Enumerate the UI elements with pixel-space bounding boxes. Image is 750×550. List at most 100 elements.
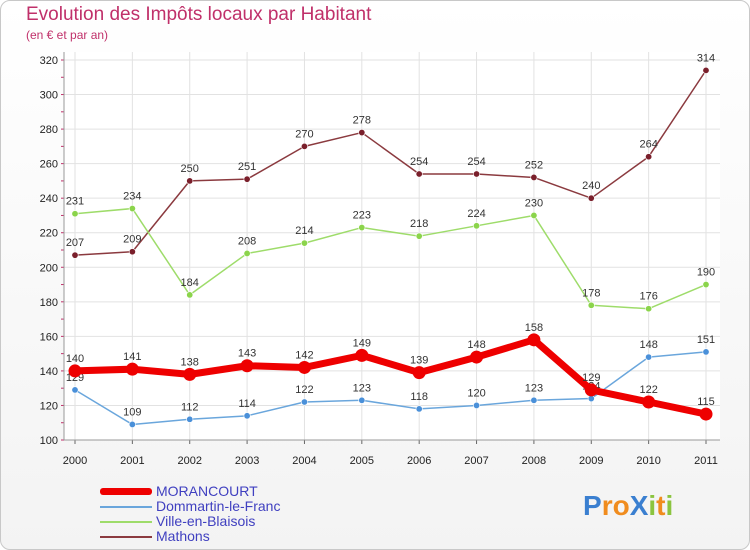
data-point-morancourt [355,348,369,362]
data-point-morancourt [642,395,656,409]
data-label-mathons: 251 [238,161,256,173]
data-label-ville-en-blaisois: 214 [295,225,313,237]
data-point-ville-en-blaisois [358,224,366,232]
data-point-dommartin-le-franc [358,396,366,404]
data-label-ville-en-blaisois: 178 [582,287,600,299]
data-point-dommartin-le-franc [473,401,481,409]
data-label-dommartin-le-franc: 120 [467,387,485,399]
series-line-morancourt [71,336,710,418]
legend-label-morancourt: MORANCOURT [156,483,258,499]
data-label-morancourt: 140 [66,353,84,365]
data-label-dommartin-le-franc: 123 [353,382,371,394]
data-point-morancourt [527,333,541,347]
data-point-dommartin-le-franc [645,353,653,361]
data-point-ville-en-blaisois [415,232,423,240]
data-label-morancourt: 129 [582,372,600,384]
data-label-ville-en-blaisois: 176 [639,291,657,303]
data-point-ville-en-blaisois [128,205,136,213]
data-label-ville-en-blaisois: 184 [181,277,199,289]
data-point-dommartin-le-franc [530,396,538,404]
logo-letter: i [665,490,674,521]
y-tick-label: 280 [40,124,58,136]
data-point-morancourt [297,360,311,374]
legend-label-ville-en-blaisois: Ville-en-Blaisois [156,513,256,529]
data-point-mathons [702,66,710,74]
data-label-dommartin-le-franc: 109 [123,406,141,418]
data-point-dommartin-le-franc [702,348,710,356]
data-point-ville-en-blaisois [645,305,653,313]
data-point-ville-en-blaisois [473,222,481,230]
plot-area [64,52,720,440]
data-label-ville-en-blaisois: 223 [353,210,371,222]
y-tick-label: 160 [40,331,58,343]
data-point-dommartin-le-franc [300,398,308,406]
data-label-ville-en-blaisois: 190 [697,267,715,279]
x-tick-label: 2007 [464,455,488,467]
data-point-morancourt [412,366,426,380]
data-label-dommartin-le-franc: 151 [697,334,715,346]
data-label-mathons: 252 [525,159,543,171]
data-point-mathons [186,177,194,185]
y-tick-label: 200 [40,262,58,274]
data-point-mathons [530,173,538,181]
data-point-morancourt [584,383,598,397]
data-point-mathons [243,175,251,183]
data-label-dommartin-le-franc: 123 [525,382,543,394]
data-point-ville-en-blaisois [186,291,194,299]
data-point-mathons [300,142,308,150]
proxiti-logo: ProXiti [583,490,673,522]
legend-label-mathons: Mathons [156,528,210,544]
legend-swatch-ville-en-blaisois [100,521,152,523]
data-point-mathons [645,153,653,161]
data-label-mathons: 254 [467,156,485,168]
data-point-ville-en-blaisois [71,210,79,218]
data-point-morancourt [240,359,254,373]
data-point-dommartin-le-franc [71,386,79,394]
y-tick-label: 180 [40,297,58,309]
data-label-mathons: 207 [66,237,84,249]
data-label-ville-en-blaisois: 224 [467,208,485,220]
series-line-mathons [74,69,707,256]
data-point-morancourt [68,364,82,378]
data-point-ville-en-blaisois [702,281,710,289]
logo-letter: i [648,490,657,521]
chart-title: Evolution des Impôts locaux par Habitant [26,4,372,25]
logo-letter: t [656,490,666,521]
logo-letter: o [612,490,630,521]
chart-subtitle: (en € et par an) [26,28,109,42]
legend-swatch-morancourt [100,488,152,495]
data-label-dommartin-le-franc: 112 [181,401,199,413]
data-label-morancourt: 141 [123,351,141,363]
data-label-mathons: 209 [123,234,141,246]
data-label-dommartin-le-franc: 122 [295,384,313,396]
data-label-morancourt: 138 [181,356,199,368]
data-label-mathons: 264 [639,139,657,151]
data-label-morancourt: 139 [410,355,428,367]
x-tick-label: 2002 [177,455,201,467]
data-label-mathons: 240 [582,180,600,192]
data-label-ville-en-blaisois: 208 [238,235,256,247]
data-label-ville-en-blaisois: 218 [410,218,428,230]
data-point-morancourt [699,407,713,421]
data-label-dommartin-le-franc: 118 [410,391,428,403]
y-tick-label: 320 [40,55,58,67]
data-point-ville-en-blaisois [243,249,251,257]
data-point-ville-en-blaisois [530,211,538,219]
x-tick-label: 2001 [120,455,144,467]
series-line-ville-en-blaisois [74,207,707,310]
data-label-dommartin-le-franc: 148 [639,339,657,351]
x-tick-label: 2000 [63,455,87,467]
legend-swatch-mathons [100,536,152,538]
logo-letter: r [601,490,613,521]
data-point-mathons [587,194,595,202]
x-tick-label: 2009 [579,455,603,467]
data-point-morancourt [125,362,139,376]
data-point-mathons [473,170,481,178]
data-label-ville-en-blaisois: 234 [123,191,141,203]
logo-letter: X [629,490,649,521]
data-point-mathons [71,251,79,259]
y-tick-label: 240 [40,193,58,205]
data-label-mathons: 270 [295,128,313,140]
data-point-ville-en-blaisois [300,239,308,247]
